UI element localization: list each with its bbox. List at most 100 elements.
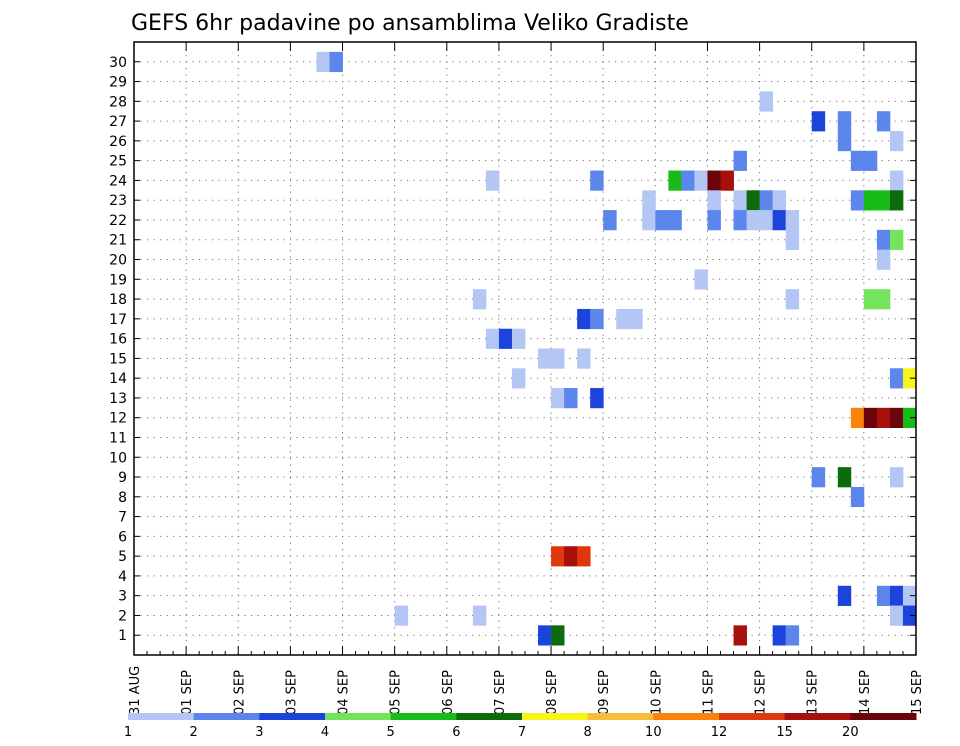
heatmap-cell [850,190,865,211]
heatmap-cell [889,170,904,191]
legend-label: 1 [124,725,132,740]
x-tick-label: 15 SEP [910,670,925,715]
heatmap-cell [577,308,591,330]
heatmap-cell [889,229,904,251]
heatmap-cell [655,210,669,231]
legend-swatch [259,713,326,720]
heatmap-cell [485,328,500,349]
y-axis: 1234567891011121314151617181920212223242… [109,55,916,644]
heatmap-cell [538,625,552,646]
y-tick-label: 24 [109,173,127,189]
y-tick-label: 3 [118,589,127,605]
heatmap-cell [837,111,852,132]
legend-swatch [587,713,654,720]
heatmap-cell [889,585,904,606]
x-tick-label: 06 SEP [441,670,456,715]
heatmap-cell [889,467,904,488]
legend-swatch [719,713,786,720]
heatmap-cell [902,368,917,389]
heatmap-cell [551,625,565,646]
legend-label: 5 [387,725,395,740]
heatmap-cell [590,388,604,409]
heatmap-cell [394,605,409,626]
y-tick-label: 5 [118,549,127,565]
x-axis: 31 AUG 01 SEP 02 SEP 03 SEP 04 SEP 05 SEP 06 S… [128,42,925,715]
heatmap-cell [902,407,917,428]
heatmap-cell [498,328,513,349]
legend-swatch [193,713,260,720]
y-tick-label: 4 [118,569,127,585]
heatmap-cell [902,585,917,606]
legend-swatch [522,713,589,720]
heatmap-cell [876,585,891,606]
y-tick-label: 26 [109,134,127,150]
heatmap-cell [746,190,760,211]
x-tick-label: 01 SEP [180,670,195,715]
legend-label: 8 [584,725,592,740]
heatmap-cell [681,170,695,191]
heatmap-cell [785,210,800,231]
heatmap-cell [720,170,734,191]
heatmap-cell [837,585,852,606]
heatmap-cell [511,368,526,389]
heatmap-cell [902,605,917,626]
heatmap-cell [889,130,904,152]
heatmap-cell [642,210,656,231]
legend-label: 15 [776,725,793,740]
heatmap-cell [889,190,904,211]
y-tick-label: 9 [118,470,127,486]
heatmap-cell [668,170,682,191]
heatmap-cell [785,289,800,310]
legend-swatch [128,713,195,720]
heatmap-cell [772,625,787,646]
legend-label: 7 [518,725,526,740]
legend-swatch [784,713,851,720]
x-tick-label: 02 SEP [232,670,247,715]
heatmap-cell [694,170,708,191]
legend-swatch [456,713,523,720]
heatmap-cell [616,308,630,330]
y-tick-label: 30 [109,55,127,71]
legend-label: 20 [842,725,859,740]
heatmap-cell [668,210,682,231]
heatmap-cell [863,190,878,211]
heatmap-cell [889,407,904,428]
heatmap-cell [590,308,604,330]
heatmap-cell [733,190,747,211]
heatmap-cell [551,546,565,567]
heatmap-cell [707,170,721,191]
y-tick-label: 13 [109,391,127,407]
y-tick-label: 8 [118,490,127,506]
cells-layer [316,51,917,646]
heatmap-cell [733,210,747,231]
x-tick-label: 10 SEP [649,670,664,715]
heatmap-cell [837,130,852,152]
heatmap-cell [876,190,891,211]
heatmap-cell [577,546,591,567]
heatmap-cell [485,170,500,191]
heatmap-cell [876,249,891,270]
heatmap-cell [551,348,565,369]
heatmap-cell [733,625,747,646]
heatmap-cell [876,111,891,132]
heatmap-cell [472,605,487,626]
heatmap-cell [811,467,826,488]
heatmap-cell [837,467,852,488]
y-tick-label: 23 [109,193,127,209]
heatmap-cell [889,605,904,626]
color-legend: 1 2 3 4 5 6 7 8 10 12 15 20 [124,713,917,740]
heatmap-cell [759,210,774,231]
heatmap-cell [642,190,656,211]
y-tick-label: 22 [109,213,127,229]
y-tick-label: 2 [118,608,127,624]
x-tick-label: 09 SEP [597,670,612,715]
grid-layer [134,42,916,655]
y-tick-label: 7 [118,510,127,526]
x-tick-label: 05 SEP [389,670,404,715]
x-tick-label: 07 SEP [493,670,508,715]
heatmap-cell [850,486,865,508]
legend-swatch [390,713,457,720]
heatmap-cell [863,289,878,310]
